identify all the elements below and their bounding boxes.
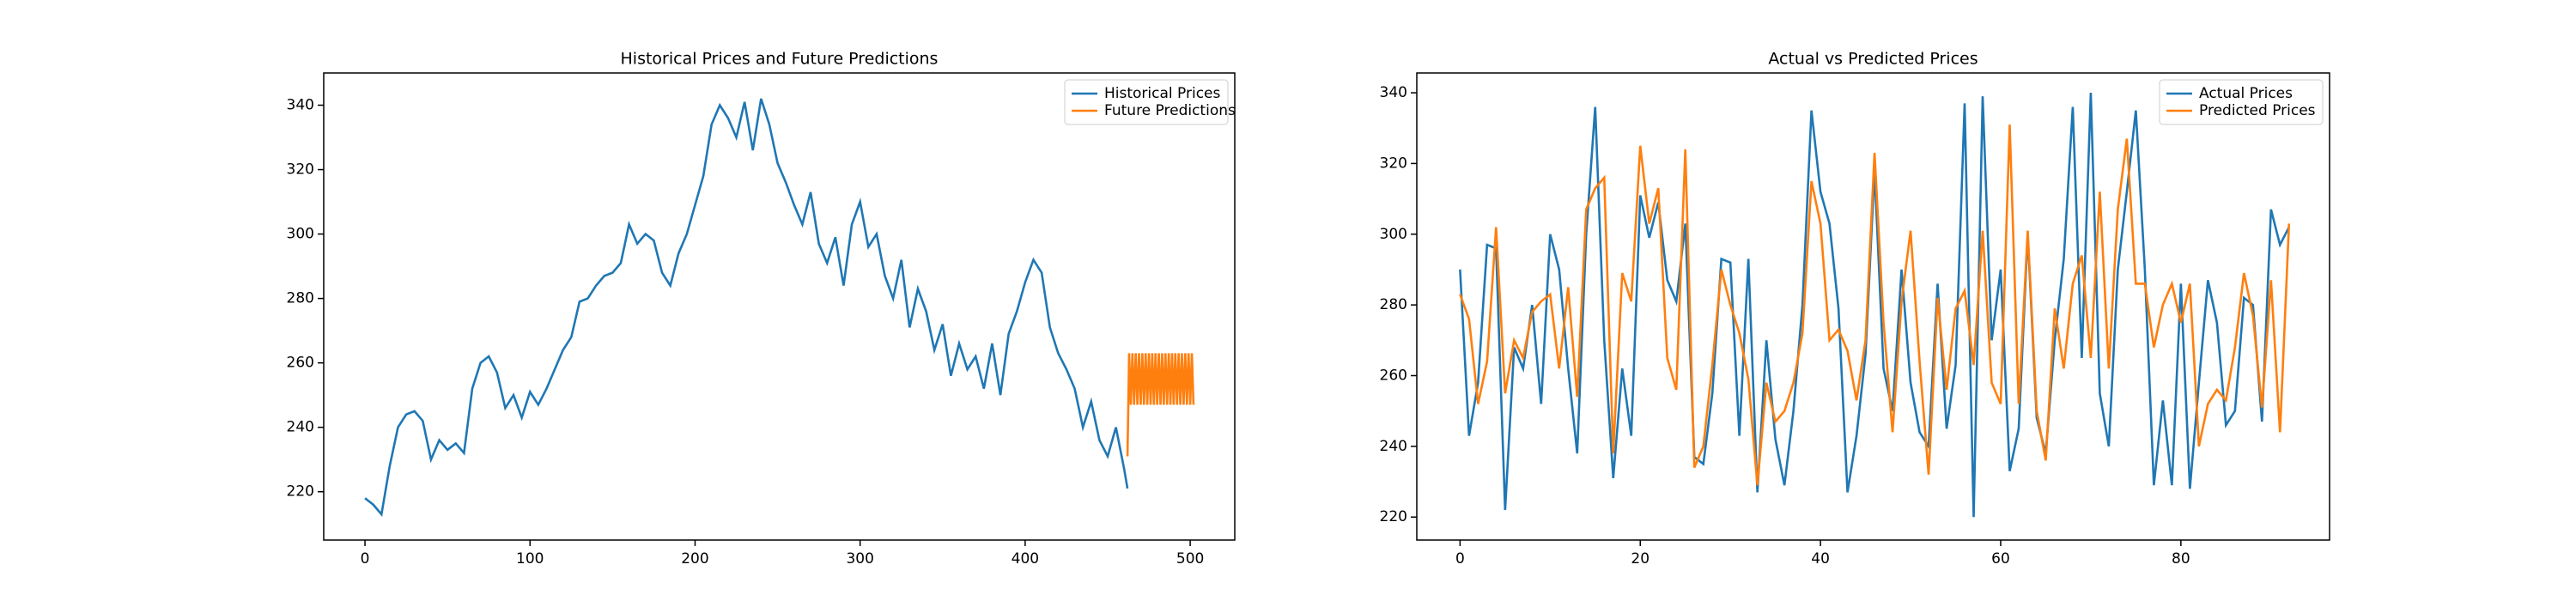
y-tick-label: 240: [1380, 438, 1407, 455]
y-tick-label: 340: [287, 97, 314, 114]
x-tick-label: 500: [1176, 550, 1204, 568]
y-tick-label: 280: [287, 290, 314, 307]
y-tick-label: 260: [287, 355, 314, 372]
x-tick-label: 80: [2172, 550, 2190, 568]
y-tick-label: 220: [1380, 508, 1407, 525]
legend-label: Future Predictions: [1104, 102, 1236, 119]
y-tick-label: 220: [287, 483, 314, 501]
y-tick-label: 260: [1380, 367, 1407, 385]
legend-box: [2159, 79, 2324, 125]
legend-label: Actual Prices: [2199, 85, 2293, 102]
chart-title: Historical Prices and Future Predictions: [621, 50, 939, 69]
y-tick-label: 320: [287, 161, 314, 179]
series-line: [1126, 353, 1195, 457]
axes-frame: [1416, 72, 2330, 541]
y-tick-label: 300: [1380, 226, 1407, 243]
x-tick-label: 200: [681, 550, 708, 568]
series-line: [1459, 124, 2291, 486]
x-tick-label: 400: [1012, 550, 1039, 568]
x-tick-label: 300: [846, 550, 873, 568]
x-tick-label: 40: [1811, 550, 1830, 568]
axes-frame: [323, 72, 1236, 541]
x-tick-label: 0: [361, 550, 370, 568]
x-tick-label: 60: [1991, 550, 2010, 568]
y-tick-label: 240: [287, 419, 314, 436]
legend-label: Predicted Prices: [2199, 102, 2316, 119]
x-tick-label: 20: [1631, 550, 1649, 568]
legend-label: Historical Prices: [1104, 85, 1221, 102]
y-tick-label: 300: [287, 226, 314, 243]
y-tick-label: 320: [1380, 155, 1407, 172]
chart-title: Actual vs Predicted Prices: [1768, 50, 1978, 69]
series-line: [364, 98, 1129, 517]
legend-box: [1064, 79, 1229, 125]
y-tick-label: 280: [1380, 296, 1407, 313]
x-tick-label: 100: [516, 550, 544, 568]
y-tick-label: 340: [1380, 84, 1407, 101]
x-tick-label: 0: [1455, 550, 1465, 568]
